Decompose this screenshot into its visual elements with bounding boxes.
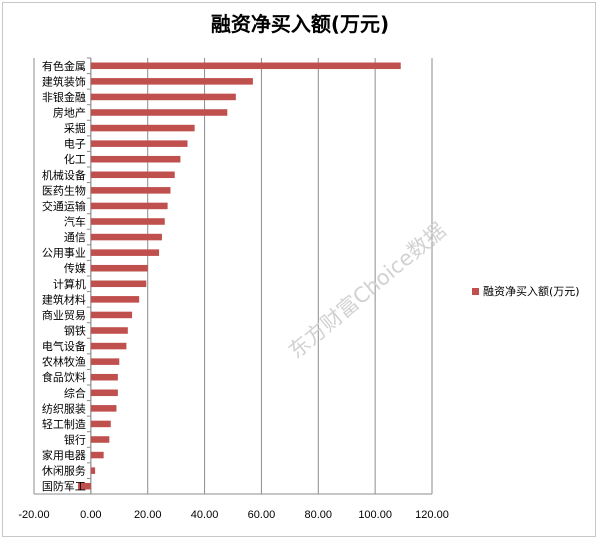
bar xyxy=(90,78,253,85)
bar xyxy=(90,327,128,334)
bar xyxy=(90,62,401,70)
chart-title: 融资净买入额(万元) xyxy=(210,12,390,36)
category-label: 有色金属 xyxy=(42,59,86,73)
bar xyxy=(90,264,148,272)
x-tick-label: 0.00 xyxy=(80,509,101,521)
bar xyxy=(90,311,133,319)
category-label: 医药生物 xyxy=(42,183,86,197)
legend: 融资净买入额(万元) xyxy=(472,283,580,299)
bar xyxy=(90,218,165,225)
bar xyxy=(90,420,111,428)
category-label: 家用电器 xyxy=(42,448,86,462)
category-label: 机械设备 xyxy=(42,168,86,182)
x-tick-label: 20.00 xyxy=(134,509,162,521)
category-label: 纺织服装 xyxy=(42,401,86,415)
category-label: 商业贸易 xyxy=(42,308,86,322)
category-label: 电子 xyxy=(64,138,86,151)
category-label: 房地产 xyxy=(53,106,86,120)
bar xyxy=(90,249,160,256)
bar xyxy=(90,140,188,147)
bar xyxy=(90,451,104,459)
category-label: 银行 xyxy=(64,433,86,447)
bar xyxy=(90,233,162,241)
category-label: 电气设备 xyxy=(42,339,86,353)
bar xyxy=(90,296,140,303)
category-label: 计算机 xyxy=(53,277,86,291)
bar xyxy=(90,171,175,179)
category-label: 农林牧渔 xyxy=(42,355,86,369)
bar xyxy=(90,109,228,116)
category-label: 建筑材料 xyxy=(42,292,86,306)
legend-swatch xyxy=(472,287,479,295)
bar xyxy=(78,482,91,490)
category-label: 休闲服务 xyxy=(42,464,86,478)
x-tick-label: -20.00 xyxy=(18,509,49,521)
category-label: 采掘 xyxy=(64,121,86,135)
bar xyxy=(90,389,118,397)
bar xyxy=(90,124,195,132)
category-label: 国防军工 xyxy=(42,479,86,493)
category-label: 综合 xyxy=(64,386,86,400)
category-label: 交通运输 xyxy=(42,199,86,213)
bar xyxy=(90,436,110,443)
category-label: 公用事业 xyxy=(42,247,86,260)
category-label: 化工 xyxy=(64,152,86,166)
category-label: 食品饮料 xyxy=(42,370,86,384)
category-label: 传媒 xyxy=(64,262,86,275)
category-label: 钢铁 xyxy=(64,325,86,338)
category-label: 轻工制造 xyxy=(42,417,86,431)
x-tick-label: 40.00 xyxy=(191,509,219,521)
x-tick-label: 120.00 xyxy=(415,509,449,521)
bar xyxy=(90,155,181,163)
category-label: 汽车 xyxy=(64,215,86,229)
bar xyxy=(90,342,127,350)
x-tick-label: 100.00 xyxy=(358,509,392,521)
bar xyxy=(90,405,117,412)
category-label: 非银金融 xyxy=(42,90,86,104)
category-label: 建筑装饰 xyxy=(42,74,86,88)
bar xyxy=(90,467,96,474)
category-label: 通信 xyxy=(64,231,86,244)
bar xyxy=(90,373,118,381)
x-tick-label: 80.00 xyxy=(305,509,333,521)
bar xyxy=(90,280,147,288)
bar xyxy=(90,93,236,101)
legend-label: 融资净买入额(万元) xyxy=(483,285,580,298)
bar xyxy=(90,358,120,365)
bar xyxy=(90,187,171,194)
bar xyxy=(90,202,168,210)
x-tick-label: 60.00 xyxy=(248,509,276,521)
